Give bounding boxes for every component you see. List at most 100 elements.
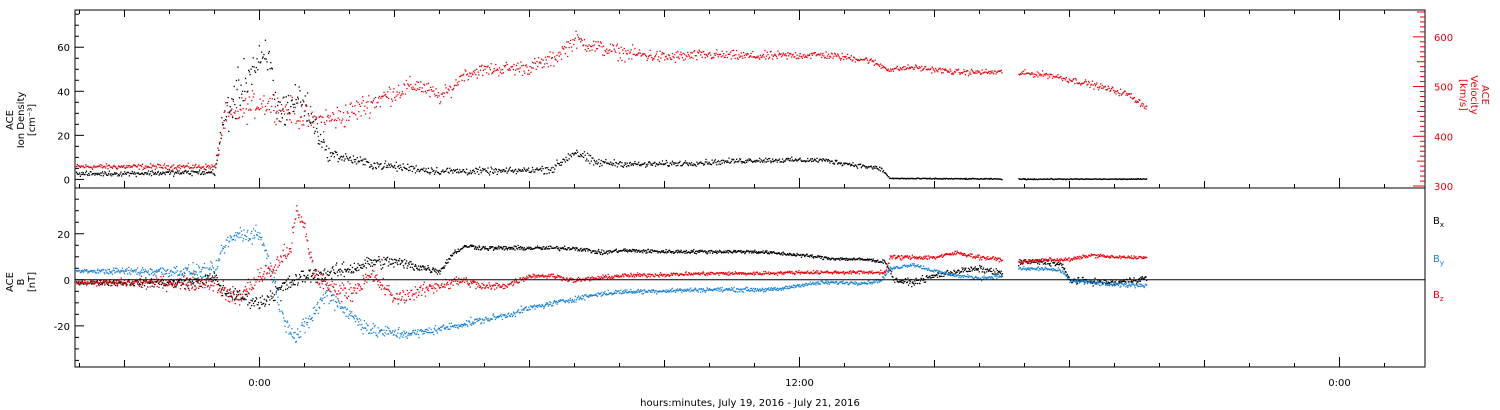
- bx-series-point: [844, 257, 846, 260]
- velocity-series-point: [95, 166, 98, 168]
- density-series-point: [1074, 178, 1076, 180]
- bx-series-point: [1043, 258, 1045, 260]
- bx-series-point: [778, 252, 781, 254]
- bx-series-point: [249, 307, 251, 309]
- velocity-series-point: [1030, 73, 1032, 75]
- density-series-point: [659, 163, 661, 165]
- velocity-series-point: [718, 54, 720, 56]
- velocity-series-point: [1123, 91, 1125, 93]
- density-series-point: [266, 61, 268, 63]
- by-series-point: [302, 324, 304, 326]
- bx-series-point: [865, 258, 867, 261]
- density-series-point: [240, 84, 242, 86]
- density-series-point: [371, 168, 374, 170]
- velocity-series-point: [937, 68, 940, 71]
- velocity-series-point: [999, 70, 1002, 72]
- by-series-point: [303, 325, 305, 327]
- velocity-series-point: [408, 85, 410, 87]
- velocity-series-point: [815, 55, 817, 57]
- bx-series-point: [705, 252, 707, 254]
- velocity-series-point: [785, 55, 787, 57]
- bx-series-point: [166, 283, 168, 286]
- velocity-series-point: [746, 54, 748, 56]
- density-series-point: [456, 168, 459, 170]
- bx-series-point: [528, 247, 531, 249]
- velocity-series-point: [211, 164, 213, 166]
- density-series-point: [930, 178, 932, 180]
- bx-series-point: [999, 272, 1002, 274]
- velocity-series-point: [181, 165, 183, 167]
- bx-series-point: [443, 267, 445, 269]
- velocity-series-point: [197, 166, 199, 168]
- density-series-point: [134, 173, 137, 175]
- bx-series-point: [221, 288, 223, 290]
- velocity-series-point: [818, 54, 820, 56]
- density-series-point: [814, 158, 816, 160]
- density-series-point: [379, 163, 381, 165]
- density-series-point: [741, 162, 743, 164]
- velocity-series-point: [217, 147, 219, 149]
- by-series-point: [91, 270, 93, 272]
- bx-series-point: [617, 251, 619, 253]
- density-series-point: [907, 177, 909, 180]
- density-series-point: [105, 173, 107, 176]
- velocity-series-point: [550, 64, 552, 67]
- velocity-series-point: [761, 56, 763, 58]
- by-series-point: [201, 266, 204, 269]
- velocity-series-point: [1100, 83, 1102, 85]
- density-series-point: [101, 171, 104, 173]
- velocity-series-point: [476, 77, 478, 79]
- by-series-point: [96, 272, 98, 274]
- by-series-point: [342, 311, 344, 313]
- velocity-series-point: [817, 53, 819, 56]
- velocity-series-point: [846, 58, 848, 60]
- bx-series-point: [921, 278, 923, 280]
- density-series-point: [179, 173, 181, 175]
- density-series-point: [323, 139, 325, 141]
- by-series-point: [424, 330, 426, 332]
- density-series-point: [690, 164, 692, 166]
- bx-series-point: [648, 251, 650, 253]
- density-series-point: [768, 158, 770, 160]
- velocity-series-point: [1146, 105, 1148, 107]
- bx-series-point: [897, 281, 900, 283]
- density-series-point: [350, 159, 352, 162]
- velocity-series-point: [202, 166, 205, 168]
- velocity-series-point: [256, 106, 258, 108]
- bx-series-point: [212, 279, 214, 282]
- velocity-series-point: [670, 58, 672, 60]
- density-series-point: [742, 161, 745, 163]
- density-series-point: [173, 173, 176, 175]
- velocity-series-point: [794, 56, 796, 58]
- bx-series-point: [628, 250, 630, 252]
- bx-series-point: [638, 249, 640, 251]
- bx-series-point: [716, 252, 718, 255]
- density-series-point: [414, 172, 417, 174]
- density-series-point: [975, 178, 977, 180]
- density-series-point: [137, 172, 140, 174]
- density-series-point: [540, 167, 542, 170]
- by-series-point: [291, 336, 294, 338]
- density-series-point: [570, 154, 572, 156]
- bx-series-point: [1108, 282, 1110, 284]
- by-series-point: [387, 333, 389, 335]
- velocity-series-point: [1098, 87, 1100, 89]
- density-series-point: [105, 172, 107, 174]
- density-series-point: [1123, 178, 1126, 180]
- density-series-point: [1107, 178, 1110, 180]
- by-series-point: [230, 236, 233, 238]
- by-series-point: [180, 270, 182, 272]
- by-series-point: [323, 302, 325, 305]
- density-series-point: [212, 169, 214, 171]
- bx-series-point: [820, 257, 822, 259]
- density-series-point: [97, 172, 99, 174]
- density-series-point: [584, 154, 586, 156]
- density-series-point: [295, 98, 297, 101]
- velocity-series-point: [917, 67, 919, 69]
- bx-series-point: [422, 265, 424, 267]
- by-series-point: [404, 332, 406, 334]
- velocity-series-point: [1115, 93, 1117, 95]
- by-series-point: [259, 236, 262, 239]
- velocity-series-point: [964, 74, 966, 76]
- velocity-series-point: [332, 113, 335, 115]
